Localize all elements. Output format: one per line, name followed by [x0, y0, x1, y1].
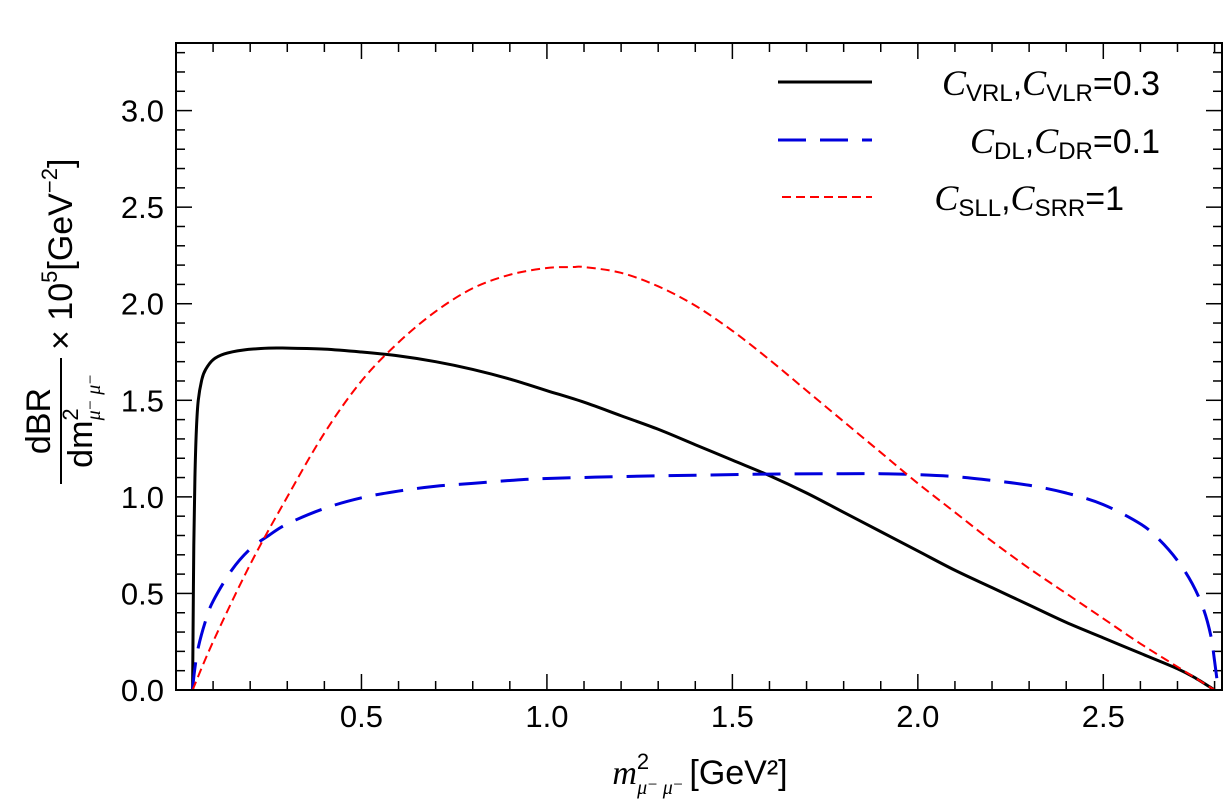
y-label-den-superscript: 2 — [58, 408, 83, 420]
y-tick-label: 1.5 — [121, 383, 164, 418]
x-label-subscript: μ⁻ μ⁻ — [636, 777, 683, 799]
legend-entry-0: CVRL,CVLR=0.3 — [778, 63, 1160, 107]
y-tick-label: 2.0 — [121, 287, 164, 322]
y-label-unit-exponent: −2 — [37, 168, 62, 193]
legend-label-2: CSLL,CSRR=1 — [934, 178, 1124, 222]
series-line-2 — [191, 265, 1216, 690]
y-label-den-symbol: dm — [62, 421, 100, 468]
y-tick-label: 0.0 — [121, 673, 164, 708]
y-tick-label: 0.5 — [121, 576, 164, 611]
y-label-unit-prefix: [GeV — [42, 193, 80, 271]
x-tick-label: 2.5 — [1082, 699, 1125, 734]
x-tick-label: 2.0 — [896, 699, 939, 734]
series-line-1 — [191, 472, 1220, 690]
y-label-numerator: dBR — [20, 388, 58, 454]
y-label-unit-suffix: ] — [42, 159, 80, 168]
y-label-scale-exponent: 5 — [37, 271, 62, 283]
y-label-denominator: dm2μ⁻ μ⁻ — [58, 374, 105, 468]
y-label-den-subscript: μ⁻ μ⁻ — [83, 374, 105, 421]
y-tick-label: 1.0 — [121, 480, 164, 515]
x-tick-label: 1.0 — [525, 699, 568, 734]
legend-entry-1: CDL,CDR=0.1 — [778, 121, 1160, 165]
x-label-superscript: 2 — [637, 749, 649, 774]
x-tick-label: 0.5 — [340, 699, 383, 734]
x-axis-label: m2 μ⁻ μ⁻ [GeV²] — [612, 749, 787, 799]
y-label-scale-text: × 10 — [42, 283, 80, 350]
series-group — [191, 265, 1220, 690]
ticks — [176, 43, 1222, 690]
y-axis-label: dBR dm2μ⁻ μ⁻ × 105[GeV−2] — [20, 159, 105, 484]
legend-label-0: CVRL,CVLR=0.3 — [942, 63, 1160, 107]
legend-label-1: CDL,CDR=0.1 — [970, 121, 1160, 165]
y-label-scale: × 105[GeV−2] — [37, 159, 80, 350]
y-tick-label: 3.0 — [121, 94, 164, 129]
legend-entry-2: CSLL,CSRR=1 — [782, 178, 1124, 222]
x-label-unit: [GeV²] — [689, 754, 787, 792]
tick-labels: 0.5 1.0 1.5 2.0 2.5 0.0 0.5 1.0 1.5 2.0 2.5 3.0 — [121, 94, 1125, 734]
y-tick-label: 2.5 — [121, 190, 164, 225]
plot-frame — [175, 42, 1223, 691]
legend: CVRL,CVLR=0.3 CDL,CDR=0.1 CSLL,CSRR=1 — [778, 63, 1160, 222]
x-tick-label: 1.5 — [711, 699, 754, 734]
series-line-0 — [191, 346, 1216, 690]
x-label-symbol: m — [612, 755, 637, 792]
